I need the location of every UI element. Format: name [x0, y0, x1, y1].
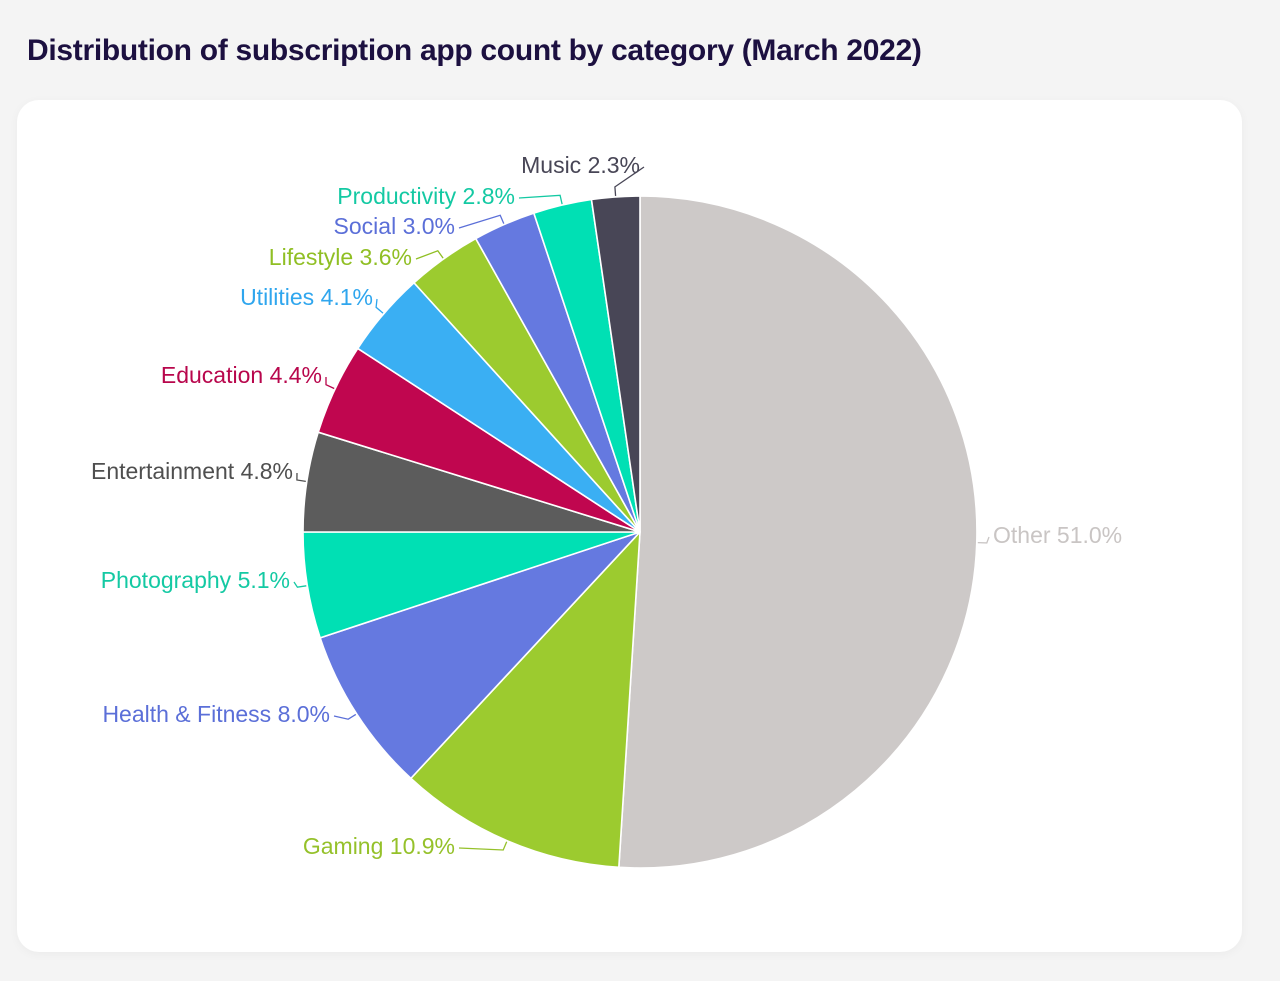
data-label: Other 51.0%	[993, 522, 1122, 548]
data-label: Music 2.3%	[521, 152, 640, 178]
data-label: Lifestyle 3.6%	[269, 244, 412, 270]
leader-line	[296, 472, 306, 483]
pie-leader-lines	[293, 166, 990, 851]
data-label: Gaming 10.9%	[303, 833, 455, 859]
pie-slice-other	[618, 195, 978, 869]
data-label: Photography 5.1%	[101, 567, 290, 593]
leader-line	[293, 581, 307, 588]
pie-slice-music	[590, 195, 641, 533]
data-label: Health & Fitness 8.0%	[102, 701, 330, 727]
pie-labels: Other 51.0% Gaming 10.9% Health & Fitness …	[91, 152, 1122, 859]
data-label: Social 3.0%	[334, 213, 455, 239]
leader-line	[415, 250, 444, 260]
data-label: Productivity 2.8%	[337, 183, 515, 209]
leader-line	[325, 377, 335, 390]
leader-line	[518, 194, 563, 205]
leader-line	[375, 298, 384, 314]
data-label: Education 4.4%	[161, 362, 322, 388]
leader-line	[977, 536, 990, 544]
leader-line	[333, 713, 357, 720]
data-label: Utilities 4.1%	[240, 284, 373, 310]
data-label: Entertainment 4.8%	[91, 458, 293, 484]
pie-slice-health-fitness	[319, 531, 641, 780]
leader-line	[458, 841, 508, 851]
leader-line	[614, 166, 645, 196]
pie-slice-gaming	[410, 531, 641, 869]
chart-title: Distribution of subscription app count b…	[27, 34, 922, 67]
pie-slices	[302, 195, 978, 869]
leader-line	[458, 214, 505, 229]
